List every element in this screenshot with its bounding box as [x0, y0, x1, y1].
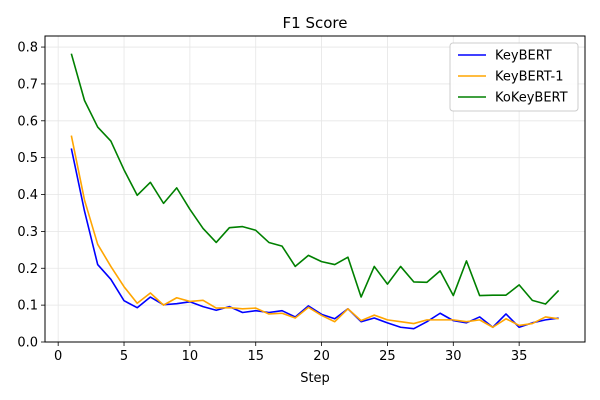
chart-title: F1 Score	[283, 14, 348, 32]
x-tick-label: 10	[182, 349, 199, 364]
legend-box	[449, 42, 579, 112]
y-tick-label: 0.7	[17, 77, 38, 92]
x-tick-label: 35	[511, 349, 528, 364]
y-tick-label: 0.5	[17, 151, 38, 166]
plot-area-frame	[44, 35, 586, 343]
y-tick-label: 0.0	[17, 336, 38, 351]
y-tick-label: 0.6	[17, 114, 38, 129]
x-tick-label: 30	[445, 349, 462, 364]
y-tick-label: 0.1	[17, 299, 38, 314]
legend-label: KeyBERT	[495, 49, 552, 64]
y-tick-label: 0.3	[17, 225, 38, 240]
series-line-kokeybert	[70, 53, 560, 305]
x-axis-label: Step	[300, 371, 330, 386]
x-axis-ticks: 0 5 10 15 20 25 30 35	[54, 342, 527, 364]
series-line-keybert	[70, 148, 559, 330]
legend-label: KeyBERT-1	[495, 70, 564, 85]
legend: KeyBERT KeyBERT-1 KoKeyBERT	[449, 42, 579, 112]
x-tick-label: 15	[247, 349, 264, 364]
x-tick-label: 0	[54, 349, 62, 364]
series-line-keybert-1	[70, 135, 559, 329]
legend-label: KoKeyBERT	[495, 91, 568, 106]
x-tick-label: 20	[313, 349, 330, 364]
y-tick-label: 0.4	[17, 188, 38, 203]
x-tick-label: 25	[379, 349, 396, 364]
series-lines	[70, 53, 560, 330]
grid-lines	[45, 36, 585, 343]
x-tick-label: 5	[120, 349, 128, 364]
y-tick-label: 0.2	[17, 262, 38, 277]
y-tick-label: 0.8	[17, 41, 38, 56]
y-axis-ticks: 0.0 0.1 0.2 0.3 0.4 0.5 0.6 0.7 0.8	[17, 41, 45, 351]
